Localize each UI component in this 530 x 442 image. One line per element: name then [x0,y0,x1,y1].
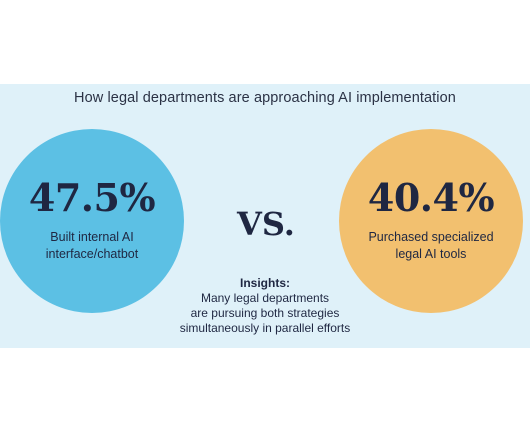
insights-line: Many legal departments [200,291,330,305]
versus-label: VS. [237,205,295,243]
stat-value-internal: 47.5% [28,175,156,220]
stat-circle-internal: 47.5% Built internal AI interface/chatbo… [0,129,184,313]
stat-description-line: Purchased specialized [368,230,494,244]
stat-description-line: Built internal AI [50,230,134,244]
stat-description-purchased: Purchased specialized legal AI tools [356,229,506,263]
infographic-title: How legal departments are approaching AI… [74,90,456,106]
stat-description-internal: Built internal AI interface/chatbot [17,229,167,263]
stat-description-line: interface/chatbot [45,247,139,261]
insights-block: Insights: Many legal departments are pur… [160,276,370,336]
insights-line: are pursuing both strategies [190,306,340,320]
insights-line: simultaneously in parallel efforts [179,321,351,335]
stat-circle-purchased: 40.4% Purchased specialized legal AI too… [339,129,523,313]
stat-value-purchased: 40.4% [367,175,495,220]
insights-heading: Insights: [240,276,290,290]
stat-description-line: legal AI tools [395,247,467,261]
